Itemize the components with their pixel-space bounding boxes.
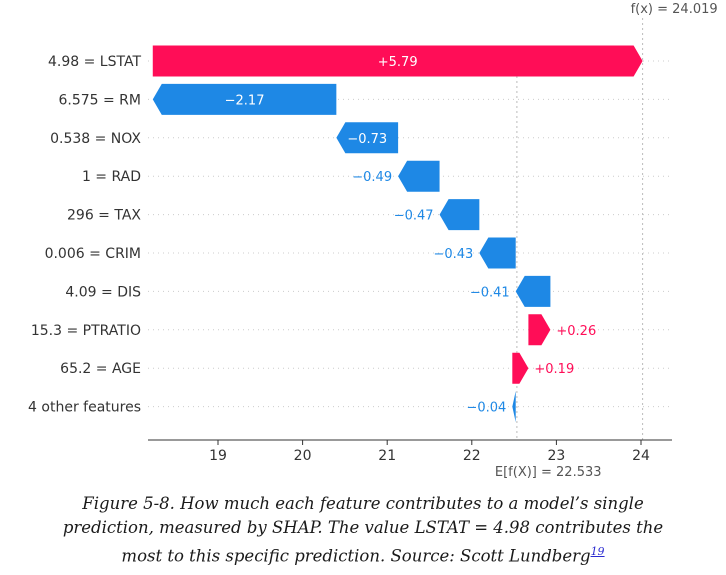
caption-line-3-text: most to this specific prediction. Source…	[121, 546, 591, 566]
feature-label: 6.575 = RM	[58, 92, 141, 108]
feature-bar	[515, 275, 551, 307]
bar-value-label: −0.47	[394, 209, 434, 224]
x-tick-label: 24	[632, 448, 650, 464]
footnote-link[interactable]: 19	[590, 545, 605, 558]
feature-bar	[512, 352, 529, 384]
feature-bar	[528, 314, 551, 346]
feature-bar	[479, 237, 516, 269]
bar-value-label: +0.19	[534, 362, 574, 377]
x-tick-label: 20	[294, 448, 312, 464]
feature-bar	[152, 83, 337, 115]
bar-value-label: −0.49	[352, 170, 392, 185]
caption-line-1: Figure 5-8. How much each feature contri…	[82, 494, 644, 513]
x-tick-label: 23	[547, 448, 565, 464]
feature-bar	[439, 199, 480, 231]
bar-value-label: −0.04	[466, 401, 506, 416]
feature-label: 296 = TAX	[67, 208, 141, 224]
figure-caption: Figure 5-8. How much each feature contri…	[0, 492, 726, 569]
base-value-label: E[f(X)] = 22.533	[495, 465, 602, 480]
x-tick-label: 21	[378, 448, 396, 464]
bar-value-label: −0.41	[470, 285, 510, 300]
feature-label: 4.09 = DIS	[65, 284, 141, 300]
feature-label: 1 = RAD	[82, 169, 141, 185]
x-tick-label: 19	[209, 448, 227, 464]
feature-label: 65.2 = AGE	[60, 361, 141, 377]
feature-bar	[398, 160, 440, 192]
bar-value-label: +0.26	[556, 324, 596, 339]
feature-bar	[152, 45, 643, 77]
feature-label: 15.3 = PTRATIO	[31, 323, 141, 339]
bar-value-label: −2.17	[225, 93, 265, 108]
output-value-label: f(x) = 24.019	[631, 2, 718, 17]
caption-line-2: prediction, measured by SHAP. The value …	[62, 518, 664, 537]
feature-label: 0.538 = NOX	[50, 131, 141, 147]
x-tick-label: 22	[463, 448, 481, 464]
feature-label: 4 other features	[28, 400, 141, 416]
bar-value-label: −0.73	[347, 132, 387, 147]
feature-bar	[512, 391, 516, 423]
caption-line-3: most to this specific prediction. Source…	[0, 540, 726, 569]
shap-waterfall-chart: f(x) = 24.019 E[f(X)] = 22.533 4.98 = LSTA…	[28, 2, 718, 480]
bar-value-label: −0.43	[433, 247, 473, 262]
bar-value-label: +5.79	[378, 55, 418, 70]
feature-label: 4.98 = LSTAT	[48, 54, 141, 70]
feature-label: 0.006 = CRIM	[45, 246, 141, 262]
feature-bar	[336, 122, 399, 154]
